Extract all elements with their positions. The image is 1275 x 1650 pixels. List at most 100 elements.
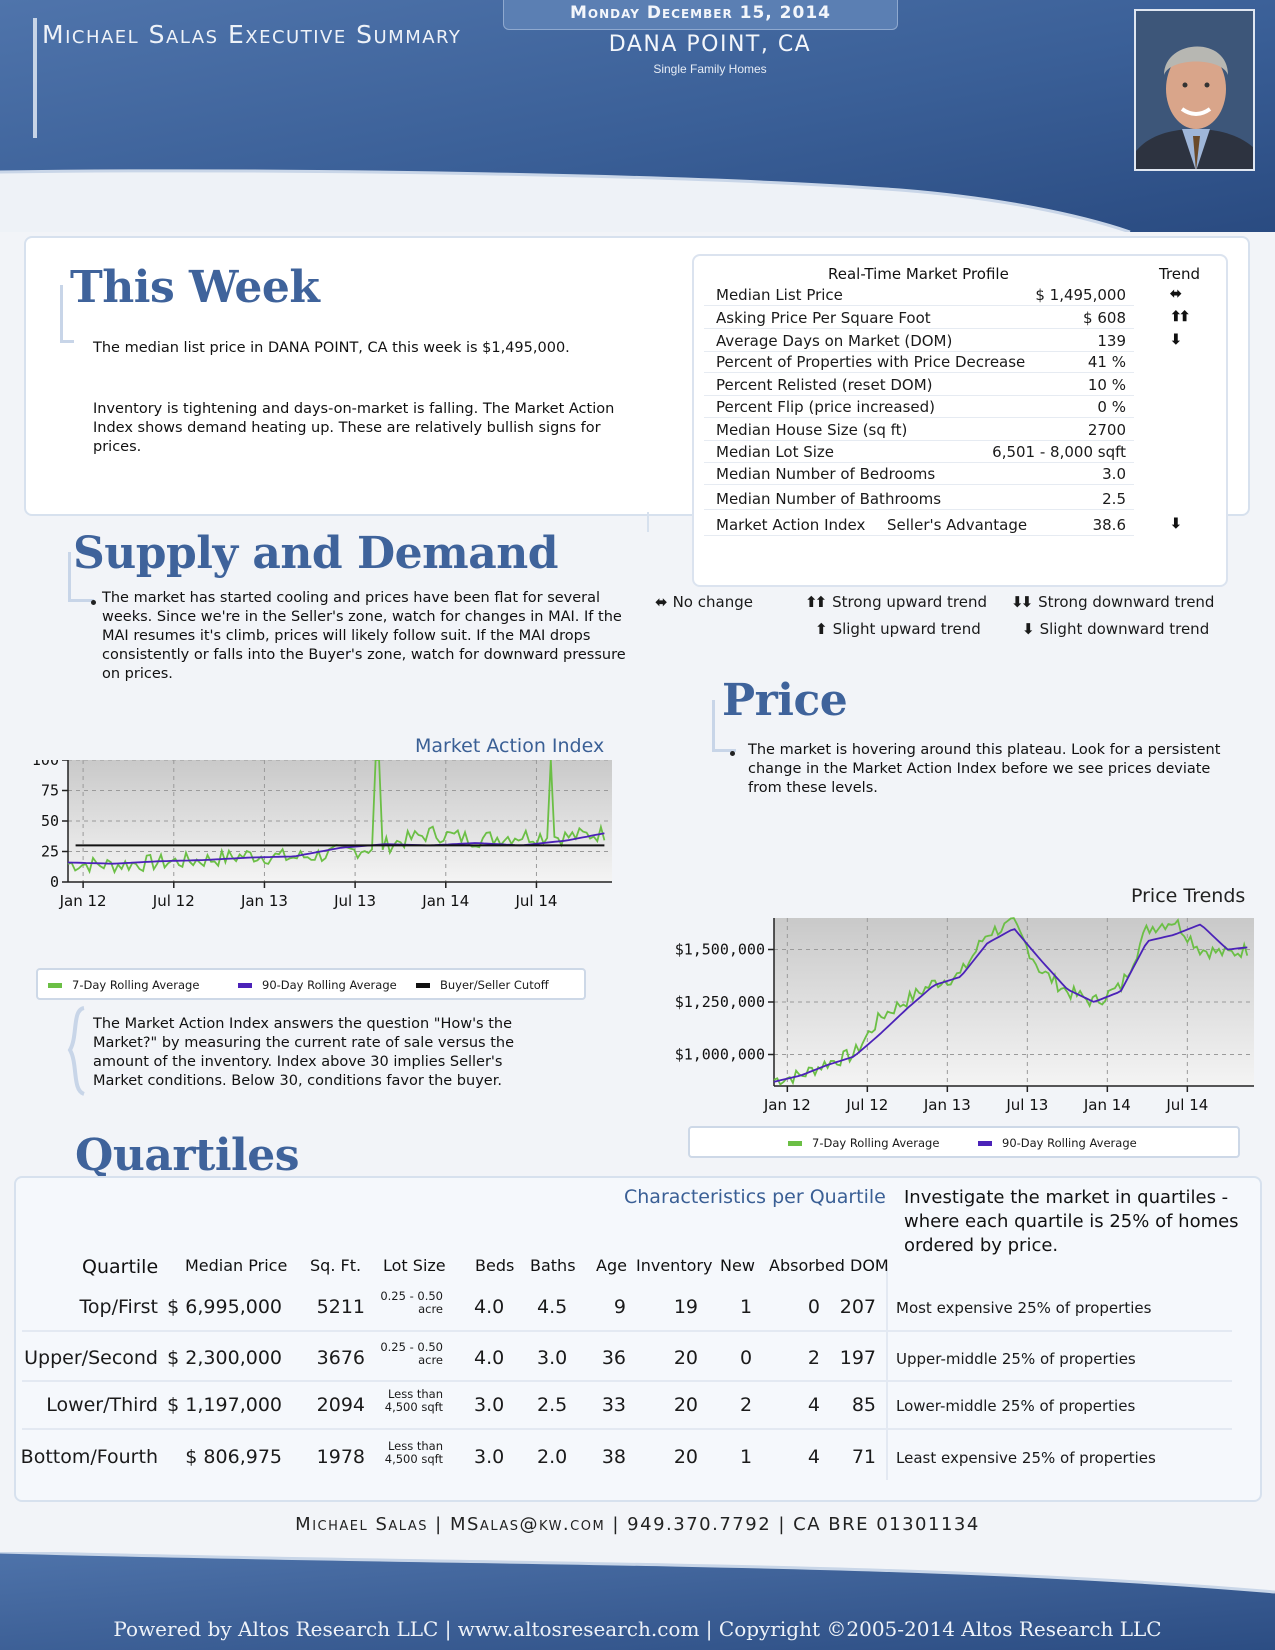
header-band	[0, 0, 1275, 232]
quartile-header-cell: Beds	[475, 1256, 515, 1275]
market-profile-mid: Seller's Advantage	[887, 516, 1028, 534]
quartile-sqft: 5211	[316, 1296, 365, 1318]
header-accent-rule	[33, 18, 37, 138]
quartile-absorbed: 2	[807, 1347, 820, 1369]
this-week-bracket	[60, 285, 74, 343]
y-tick-label: $1,250,000	[675, 993, 765, 1011]
quartile-dom: 85	[851, 1394, 876, 1416]
lot-size-unit: 4,500 sqft	[384, 1452, 443, 1466]
market-profile-title: Real-Time Market Profile	[828, 265, 1009, 283]
market-profile-value: 2.5	[1102, 490, 1126, 508]
quartile-absorbed: 4	[807, 1394, 820, 1416]
property-type: Single Family Homes	[653, 62, 767, 76]
legend-slight-up: ⬆ Slight upward trend	[815, 620, 981, 638]
quartile-dom: 207	[839, 1296, 876, 1318]
quartile-baths: 2.5	[537, 1394, 568, 1416]
market-profile-label: Median Lot Size	[716, 443, 835, 461]
quartile-row-divider	[22, 1428, 1232, 1430]
market-profile-row: Market Action Index Seller's Advantage 38.…	[704, 514, 1134, 536]
quartile-median-price: $ 1,197,000	[167, 1394, 282, 1416]
legend-no-change: ⬌ No change	[655, 593, 753, 611]
quartile-inventory: 20	[673, 1446, 698, 1468]
quartile-name: Lower/Third	[46, 1394, 158, 1416]
quartile-baths: 2.0	[537, 1446, 568, 1468]
x-tick-label: Jul 13	[1005, 1096, 1048, 1114]
mai-legend-90day: 90-Day Rolling Average	[238, 978, 397, 992]
trend-both-icon: ⬌	[1170, 285, 1182, 301]
quartile-lot-size: Less than 4,500 sqft	[385, 1388, 443, 1414]
y-tick-label: 75	[41, 782, 59, 800]
market-profile-value: $ 608	[1083, 309, 1126, 327]
market-profile-label: Percent of Properties with Price Decreas…	[716, 353, 1026, 371]
mai-chart-title: Market Action Index	[415, 735, 605, 757]
x-tick-label: Jul 12	[845, 1096, 888, 1114]
market-profile-label: Median Number of Bedrooms	[716, 465, 936, 483]
this-week-median-text: The median list price in DANA POINT, CA …	[93, 340, 570, 356]
x-tick-label: Jul 14	[1165, 1096, 1208, 1114]
market-profile-row: Median List Price $ 1,495,000	[704, 284, 1134, 306]
quartile-absorbed: 4	[807, 1446, 820, 1468]
market-profile-label: Percent Relisted (reset DOM)	[716, 376, 933, 394]
quartile-dom: 197	[839, 1347, 876, 1369]
quartile-beds: 3.0	[474, 1394, 505, 1416]
mai-legend: 7-Day Rolling Average 90-Day Rolling Ave…	[36, 968, 586, 1000]
lot-size-line: 0.25 - 0.50	[380, 1340, 443, 1354]
supply-demand-bullet	[91, 600, 96, 605]
legend-strong-down: ⬇⬇ Strong downward trend	[1011, 593, 1215, 611]
quartile-lot-size: Less than 4,500 sqft	[385, 1440, 443, 1466]
quartile-sqft: 1978	[316, 1446, 365, 1468]
market-profile-value: 0 %	[1097, 398, 1126, 416]
x-tick-label: Jan 14	[421, 892, 469, 910]
price-text: The market is hovering around this plate…	[748, 742, 1221, 796]
quartile-new: 1	[740, 1446, 753, 1468]
quartile-new: 0	[740, 1347, 753, 1369]
trend-header: Trend	[1159, 265, 1201, 283]
agent-contact: Michael Salas | MSalas@kw.com | 949.370.…	[295, 1514, 980, 1535]
lot-size-line: Less than	[387, 1439, 443, 1453]
quartile-inventory: 20	[673, 1347, 698, 1369]
market-profile-row: Percent Relisted (reset DOM) 10 %	[704, 374, 1134, 396]
mai-chart: 0 25 50 75 100 Jan 12 Jul 12 Jan 13 Jul 13 Jan 14…	[32, 760, 612, 910]
market-profile-label: Percent Flip (price increased)	[716, 398, 936, 416]
price-legend-90day: 90-Day Rolling Average	[978, 1136, 1137, 1150]
quartile-description: Least expensive 25% of properties	[896, 1449, 1156, 1467]
market-profile-box	[692, 254, 1228, 587]
lot-size-unit: 4,500 sqft	[384, 1400, 443, 1414]
y-tick-label: 25	[41, 843, 59, 861]
quartile-inventory: 20	[673, 1394, 698, 1416]
y-tick-label: 100	[32, 760, 59, 769]
quartile-header-cell: Median Price	[185, 1256, 288, 1275]
price-chart-title: Price Trends	[1131, 885, 1246, 907]
market-profile-value: 41 %	[1087, 353, 1126, 371]
market-profile-value: 6,501 - 8,000 sqft	[992, 443, 1126, 461]
quartile-beds: 4.0	[474, 1347, 505, 1369]
mai-explainer-text: The Market Action Index answers the ques…	[93, 1016, 515, 1089]
quartile-header-cell: Inventory	[636, 1256, 713, 1275]
market-profile-label: Median Number of Bathrooms	[716, 490, 942, 508]
report-date: Monday December 15, 2014	[503, 0, 898, 30]
market-profile-value: 2700	[1087, 421, 1126, 439]
price-chart: $1,000,000 $1,250,000 $1,500,000 Jan 12 Jul …	[675, 917, 1254, 1114]
market-profile-row: Asking Price Per Square Foot $ 608	[704, 307, 1134, 329]
quartile-name: Upper/Second	[24, 1347, 158, 1369]
price-bullet	[730, 751, 735, 756]
footer-band	[0, 1550, 1275, 1650]
y-tick-label: 50	[41, 812, 59, 830]
quartile-sqft: 3676	[316, 1347, 365, 1369]
market-profile-row: Median Number of Bathrooms 2.5	[704, 488, 1134, 510]
market-profile-label: Market Action Index	[716, 516, 866, 534]
quartile-header-cell: Sq. Ft.	[310, 1256, 362, 1275]
market-profile-value: 139	[1097, 332, 1126, 350]
quartile-description: Upper-middle 25% of properties	[896, 1350, 1136, 1368]
market-profile-value: 10 %	[1087, 376, 1126, 394]
market-profile-value: $ 1,495,000	[1035, 286, 1126, 304]
quartile-absorbed: 0	[807, 1296, 820, 1318]
quartile-sqft: 2094	[316, 1394, 365, 1416]
market-profile-label: Median List Price	[716, 286, 843, 304]
price-legend-7day: 7-Day Rolling Average	[788, 1136, 939, 1150]
quartile-header-cell: New	[720, 1256, 755, 1275]
mai-legend-7day: 7-Day Rolling Average	[48, 978, 199, 992]
market-profile-label: Asking Price Per Square Foot	[716, 309, 931, 327]
trend-strong-up-icon: ⬆⬆	[1170, 308, 1191, 324]
quartile-median-price: $ 6,995,000	[167, 1296, 282, 1318]
